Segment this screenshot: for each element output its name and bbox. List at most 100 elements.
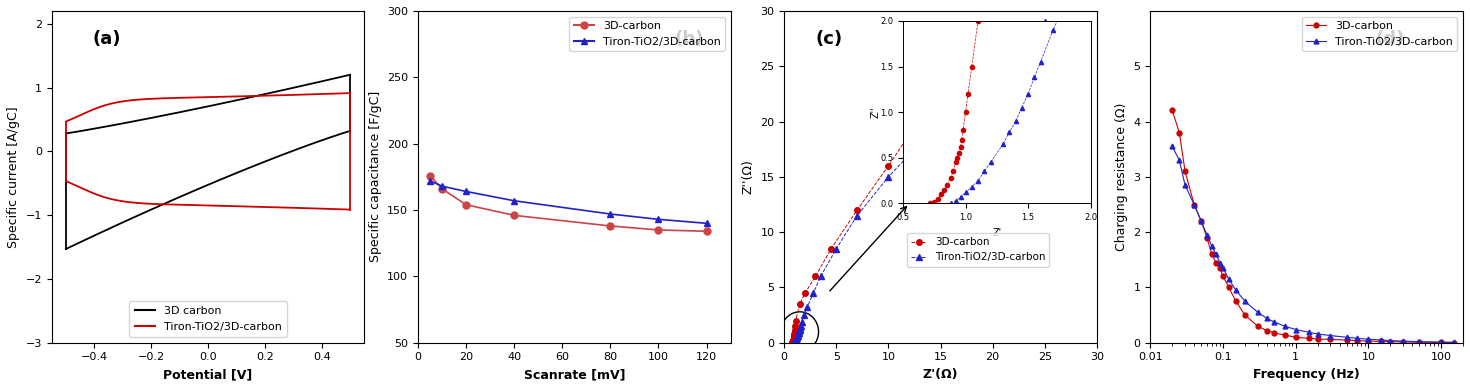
- X-axis label: Scanrate [mV]: Scanrate [mV]: [523, 368, 625, 381]
- Tiron-TiO2/3D-carbon: [848, 213, 866, 218]
- Tiron-TiO2/3D-carbon: [1036, 20, 1054, 24]
- 3D-carbon: [1207, 260, 1225, 265]
- 3D-carbon: [1348, 338, 1366, 343]
- 3D-carbon: [1382, 340, 1399, 344]
- Y-axis label: Specific current [A/gC]: Specific current [A/gC]: [7, 106, 21, 248]
- 3D-carbon: [784, 339, 801, 343]
- 3D-carbon: [785, 336, 803, 340]
- Line: Tiron-TiO2/3D-carbon: Tiron-TiO2/3D-carbon: [791, 19, 1048, 346]
- Tiron-TiO2/3D-carbon: [785, 340, 803, 344]
- 3D-carbon: [785, 334, 803, 339]
- 3D-carbon: [1432, 340, 1449, 345]
- 3D-carbon: [785, 332, 803, 336]
- 3D-carbon: [906, 125, 923, 130]
- Tiron-TiO2/3D-carbon: [1348, 336, 1366, 341]
- Tiron-TiO2/3D-carbon: [1382, 338, 1399, 343]
- X-axis label: Z'(Ω): Z'(Ω): [923, 368, 958, 381]
- 3D-carbon: [784, 340, 801, 345]
- X-axis label: Frequency (Hz): Frequency (Hz): [1254, 368, 1360, 381]
- Tiron-TiO2/3D-carbon: [1445, 340, 1463, 345]
- 3D-carbon: [1192, 219, 1210, 223]
- 3D-carbon: [1170, 130, 1188, 135]
- 3D-carbon: [1299, 336, 1317, 341]
- 3D-carbon: [786, 318, 804, 323]
- 3D-carbon: [1276, 333, 1294, 337]
- Text: (c): (c): [816, 30, 842, 48]
- Tiron-TiO2/3D-carbon: [1308, 332, 1326, 336]
- 3D-carbon: [1227, 299, 1245, 304]
- 3D-carbon: [784, 340, 801, 345]
- 3D-carbon: [1198, 236, 1216, 240]
- Tiron-TiO2/3D-carbon: [1207, 252, 1225, 256]
- 3D-carbon: [936, 92, 954, 96]
- 3D-carbon: [791, 302, 808, 307]
- Tiron-TiO2/3D-carbon: [1202, 244, 1220, 248]
- Legend: 3D-carbon, Tiron-TiO2/3D-carbon: 3D-carbon, Tiron-TiO2/3D-carbon: [569, 17, 725, 51]
- Tiron-TiO2/3D-carbon: [1227, 288, 1245, 293]
- Legend: 3D-carbon, Tiron-TiO2/3D-carbon: 3D-carbon, Tiron-TiO2/3D-carbon: [907, 233, 1050, 267]
- Tiron-TiO2/3D-carbon: [791, 327, 808, 332]
- Text: (d): (d): [1376, 30, 1405, 48]
- 3D-carbon: [1286, 335, 1304, 340]
- Tiron-TiO2/3D-carbon: [1170, 158, 1188, 163]
- Tiron-TiO2/3D-carbon: [1211, 260, 1229, 265]
- Tiron-TiO2/3D-carbon: [1322, 333, 1339, 338]
- 3D-carbon: [1214, 274, 1232, 279]
- 3D-carbon: [1266, 331, 1283, 335]
- Tiron-TiO2/3D-carbon: [1338, 335, 1355, 340]
- Tiron-TiO2/3D-carbon: [798, 305, 816, 310]
- Y-axis label: Charging resistance (Ω): Charging resistance (Ω): [1116, 103, 1127, 251]
- 3D-carbon: [785, 334, 803, 338]
- 3D-carbon: [784, 340, 801, 344]
- 3D-carbon: [786, 327, 804, 332]
- 3D-carbon: [1250, 324, 1267, 329]
- Tiron-TiO2/3D-carbon: [828, 246, 845, 251]
- Tiron-TiO2/3D-carbon: [794, 319, 811, 324]
- Tiron-TiO2/3D-carbon: [785, 340, 803, 345]
- Tiron-TiO2/3D-carbon: [1373, 338, 1391, 342]
- Legend: 3D carbon, Tiron-TiO2/3D-carbon: 3D carbon, Tiron-TiO2/3D-carbon: [129, 301, 287, 337]
- 3D-carbon: [1395, 340, 1413, 344]
- 3D-carbon: [785, 335, 803, 340]
- 3D-carbon: [879, 163, 897, 168]
- 3D-carbon: [1202, 252, 1220, 256]
- 3D-carbon: [979, 81, 997, 85]
- Tiron-TiO2/3D-carbon: [1360, 337, 1377, 341]
- 3D-carbon: [1236, 313, 1254, 317]
- 3D-carbon: [1360, 339, 1377, 343]
- Tiron-TiO2/3D-carbon: [1214, 266, 1232, 270]
- Tiron-TiO2/3D-carbon: [1266, 319, 1283, 324]
- Tiron-TiO2/3D-carbon: [804, 291, 822, 295]
- Y-axis label: Specific capacitance [F/gC]: Specific capacitance [F/gC]: [369, 91, 382, 263]
- 3D-carbon: [1220, 285, 1238, 290]
- Tiron-TiO2/3D-carbon: [911, 141, 929, 146]
- 3D-carbon: [822, 246, 839, 251]
- 3D-carbon: [784, 338, 801, 343]
- Tiron-TiO2/3D-carbon: [1286, 327, 1304, 332]
- 3D-carbon: [1258, 328, 1276, 333]
- Tiron-TiO2/3D-carbon: [1276, 324, 1294, 329]
- Tiron-TiO2/3D-carbon: [983, 81, 1001, 85]
- Y-axis label: Z''(Ω): Z''(Ω): [742, 159, 754, 194]
- Tiron-TiO2/3D-carbon: [1250, 310, 1267, 315]
- Line: Tiron-TiO2/3D-carbon: Tiron-TiO2/3D-carbon: [1170, 144, 1457, 345]
- Tiron-TiO2/3D-carbon: [1220, 277, 1238, 282]
- Tiron-TiO2/3D-carbon: [811, 274, 829, 279]
- Tiron-TiO2/3D-carbon: [1432, 340, 1449, 345]
- Tiron-TiO2/3D-carbon: [1198, 232, 1216, 237]
- X-axis label: Potential [V]: Potential [V]: [163, 368, 253, 381]
- Tiron-TiO2/3D-carbon: [788, 336, 806, 341]
- Tiron-TiO2/3D-carbon: [789, 333, 807, 338]
- Tiron-TiO2/3D-carbon: [788, 336, 806, 340]
- 3D-carbon: [807, 274, 825, 279]
- Tiron-TiO2/3D-carbon: [1258, 316, 1276, 321]
- Text: (a): (a): [93, 30, 121, 48]
- 3D-carbon: [1445, 340, 1463, 345]
- 3D-carbon: [786, 329, 804, 334]
- Tiron-TiO2/3D-carbon: [1299, 330, 1317, 334]
- 3D-carbon: [785, 336, 803, 341]
- Tiron-TiO2/3D-carbon: [789, 332, 807, 336]
- Tiron-TiO2/3D-carbon: [792, 323, 810, 328]
- Tiron-TiO2/3D-carbon: [786, 338, 804, 342]
- Tiron-TiO2/3D-carbon: [1411, 340, 1429, 344]
